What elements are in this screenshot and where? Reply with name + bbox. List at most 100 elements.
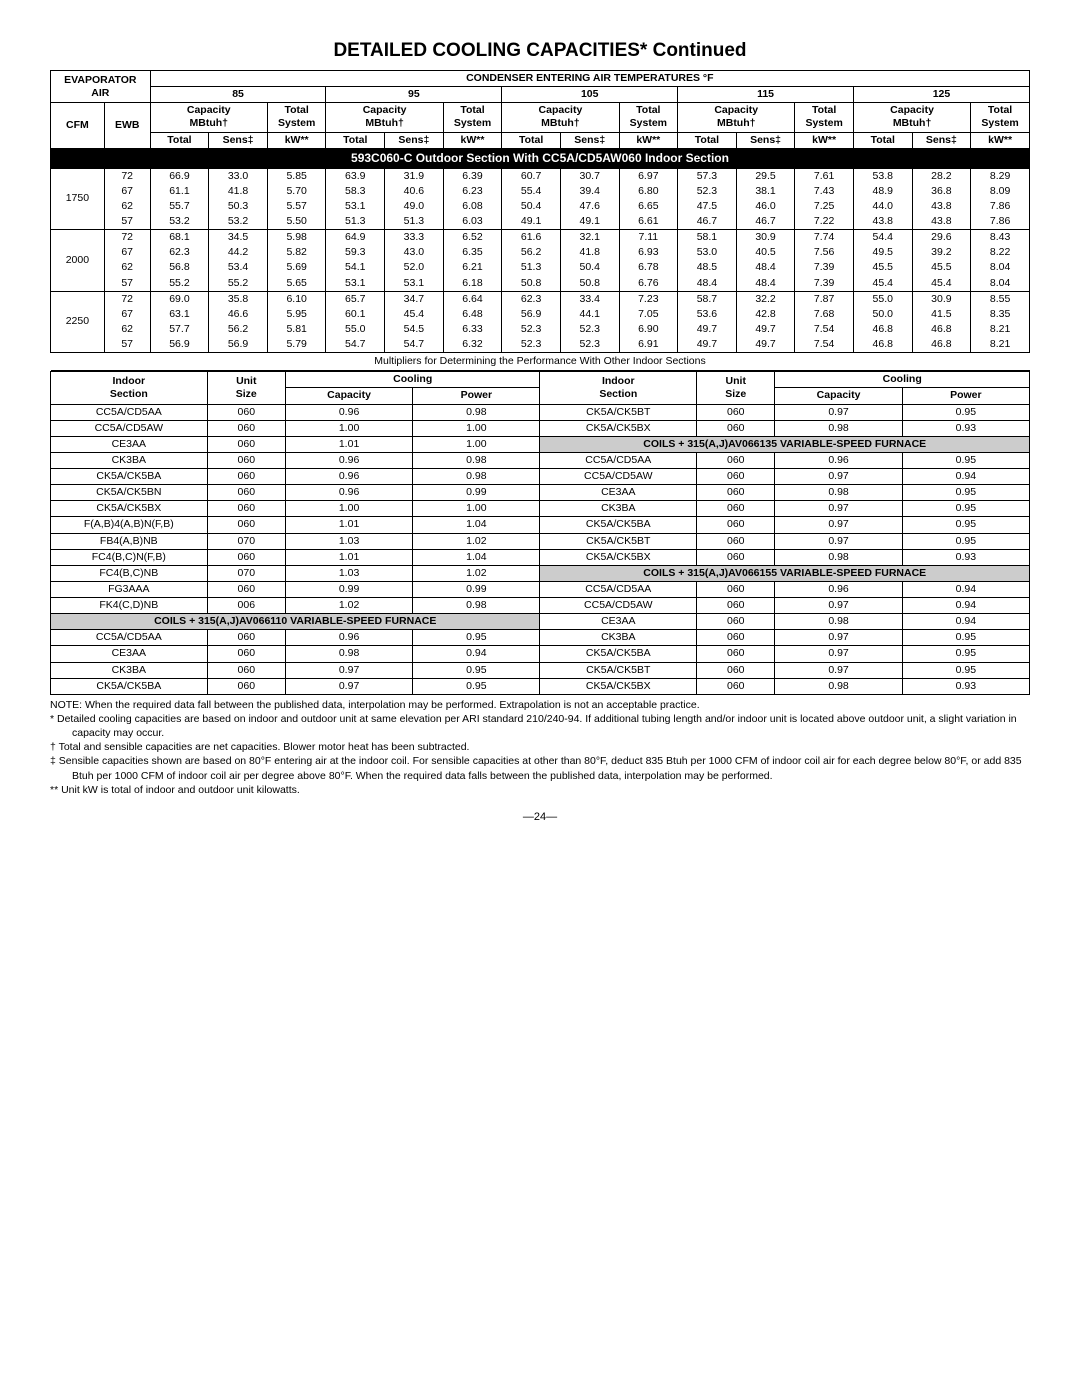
data-cell: 5.81: [267, 322, 326, 337]
data-cell: 41.8: [560, 245, 619, 260]
data-cell: 63.9: [326, 168, 385, 184]
data-cell: 51.3: [326, 214, 385, 230]
mult-cell: CC5A/CD5AW: [51, 420, 208, 436]
data-cell: 53.2: [209, 214, 268, 230]
data-cell: 52.3: [560, 322, 619, 337]
data-cell: 62: [104, 199, 150, 214]
data-cell: 6.78: [619, 260, 678, 275]
data-cell: 55.2: [150, 276, 209, 292]
mult-cell: 1.02: [413, 533, 540, 549]
data-cell: 48.4: [678, 276, 737, 292]
hdr-cap: CapacityMBtuh†: [678, 103, 795, 132]
data-cell: 7.86: [971, 214, 1030, 230]
data-cell: 59.3: [326, 245, 385, 260]
data-cell: 6.32: [443, 337, 502, 353]
mult-cell: 1.01: [285, 436, 412, 452]
data-cell: 5.57: [267, 199, 326, 214]
mult-cell: 060: [207, 646, 285, 662]
data-cell: 55.7: [150, 199, 209, 214]
mult-cell: 1.02: [285, 598, 412, 614]
data-cell: 6.76: [619, 276, 678, 292]
mult-cell: 0.96: [285, 485, 412, 501]
mult-cell: CK5A/CK5BT: [540, 404, 697, 420]
data-cell: 30.9: [736, 230, 795, 246]
data-cell: 7.11: [619, 230, 678, 246]
data-cell: 67: [104, 184, 150, 199]
hdr-temp: 115: [678, 87, 854, 103]
data-cell: 43.0: [385, 245, 444, 260]
mult-cell: 0.95: [413, 630, 540, 646]
data-cell: 7.87: [795, 291, 854, 307]
mult-cell: CK5A/CK5BX: [51, 501, 208, 517]
data-cell: 39.2: [912, 245, 971, 260]
mult-cell: 060: [697, 452, 775, 468]
data-cell: 5.69: [267, 260, 326, 275]
data-cell: 43.8: [853, 214, 912, 230]
mult-cell: 070: [207, 533, 285, 549]
hdr-temp: 125: [853, 87, 1029, 103]
mult-cell: 1.00: [413, 501, 540, 517]
data-cell: 57: [104, 337, 150, 353]
mult-cell: 060: [207, 420, 285, 436]
cfm-cell: 2000: [51, 230, 105, 292]
mult-subheader: COILS + 315(A,J)AV066135 VARIABLE-SPEED …: [540, 436, 1030, 452]
mult-cell: 060: [207, 436, 285, 452]
data-cell: 34.7: [385, 291, 444, 307]
data-cell: 56.9: [209, 337, 268, 353]
mult-cell: 1.04: [413, 549, 540, 565]
data-cell: 66.9: [150, 168, 209, 184]
data-cell: 72: [104, 168, 150, 184]
notes: NOTE: When the required data fall betwee…: [50, 698, 1030, 797]
note-line: ‡ Sensible capacities shown are based on…: [50, 754, 1030, 782]
data-cell: 57.7: [150, 322, 209, 337]
note-line: * Detailed cooling capacities are based …: [50, 712, 1030, 740]
mult-cell: 0.96: [285, 404, 412, 420]
mult-cell: 0.99: [413, 581, 540, 597]
mult-cell: CK5A/CK5BX: [540, 549, 697, 565]
data-cell: 49.7: [736, 322, 795, 337]
mult-cell: CE3AA: [540, 485, 697, 501]
mult-cell: 0.99: [413, 485, 540, 501]
mult-cell: FC4(B,C)NB: [51, 565, 208, 581]
data-cell: 53.6: [678, 307, 737, 322]
hdr-sens: Sens‡: [560, 132, 619, 148]
data-cell: 7.39: [795, 276, 854, 292]
data-cell: 58.3: [326, 184, 385, 199]
mult-cell: 1.04: [413, 517, 540, 533]
mult-cell: 060: [207, 404, 285, 420]
mult-cell: 060: [697, 678, 775, 694]
data-cell: 6.21: [443, 260, 502, 275]
data-cell: 52.0: [385, 260, 444, 275]
mult-cell: 0.94: [902, 469, 1029, 485]
data-cell: 7.74: [795, 230, 854, 246]
mh-pow-r: Power: [902, 388, 1029, 404]
mult-cell: 0.96: [285, 630, 412, 646]
mh-is-l: IndoorSection: [51, 372, 208, 404]
mult-cell: 1.00: [285, 420, 412, 436]
hdr-kw: kW**: [971, 132, 1030, 148]
mult-cell: CC5A/CD5AA: [540, 452, 697, 468]
mult-cell: CK5A/CK5BA: [51, 678, 208, 694]
data-cell: 44.1: [560, 307, 619, 322]
data-cell: 40.5: [736, 245, 795, 260]
hdr-kw: kW**: [795, 132, 854, 148]
data-cell: 72: [104, 230, 150, 246]
data-cell: 54.7: [326, 337, 385, 353]
mult-cell: 0.93: [902, 678, 1029, 694]
mult-cell: 1.00: [285, 501, 412, 517]
mult-cell: CK5A/CK5BA: [51, 469, 208, 485]
mult-cell: 060: [697, 581, 775, 597]
data-cell: 8.21: [971, 322, 1030, 337]
data-cell: 6.91: [619, 337, 678, 353]
mult-cell: 1.02: [413, 565, 540, 581]
hdr-kw: kW**: [619, 132, 678, 148]
mult-cell: 0.95: [902, 404, 1029, 420]
hdr-tot: Total: [853, 132, 912, 148]
page-title: DETAILED COOLING CAPACITIES* Continued: [50, 40, 1030, 62]
mult-note: Multipliers for Determining the Performa…: [51, 353, 1030, 371]
data-cell: 8.35: [971, 307, 1030, 322]
data-cell: 53.4: [209, 260, 268, 275]
mult-cell: 1.00: [413, 436, 540, 452]
mult-cell: 0.97: [775, 598, 902, 614]
data-cell: 62.3: [150, 245, 209, 260]
